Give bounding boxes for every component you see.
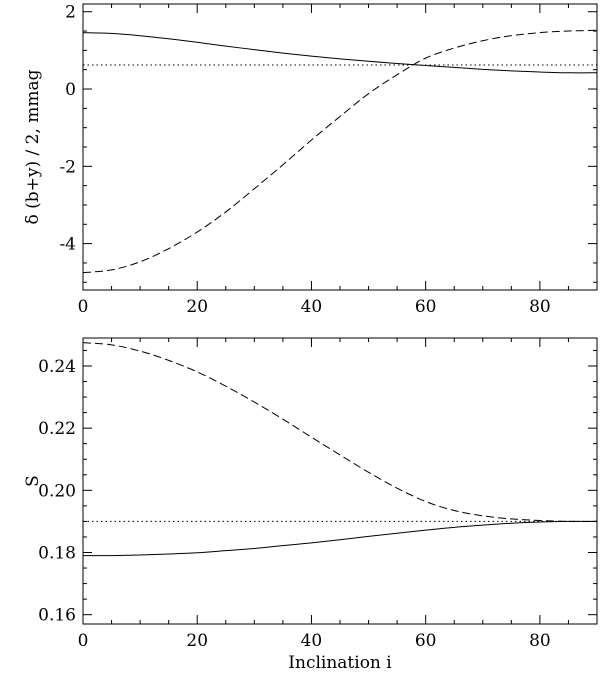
y-axis-title: δ (b+y) / 2, mmag <box>23 69 43 224</box>
plot-frame <box>82 337 598 625</box>
x-tick-label: 40 <box>301 297 323 317</box>
x-tick-label: 20 <box>186 631 208 651</box>
x-tick-label: 60 <box>415 297 437 317</box>
x-tick-label: 60 <box>415 631 437 651</box>
x-tick-label: 20 <box>186 297 208 317</box>
top-panel: 0 20 40 60 80 -4 -2 0 2 δ (b+y) / 2, mmag <box>23 3 598 317</box>
y-tick-label: 0.24 <box>38 357 76 377</box>
y-tick-label: 0 <box>65 80 76 100</box>
y-tick-label: 0.16 <box>38 606 76 626</box>
y-tick-label: 2 <box>65 3 76 23</box>
plot-frame <box>82 3 598 291</box>
y-tick-label: -2 <box>59 157 76 177</box>
x-tick-label: 0 <box>78 631 89 651</box>
series-solid-line <box>82 32 598 74</box>
y-tick-label: 0.18 <box>38 544 76 564</box>
series-dashed-line <box>82 342 598 522</box>
x-tick-label: 40 <box>301 631 323 651</box>
x-tick-label: 0 <box>78 297 89 317</box>
x-tick-label: 80 <box>529 297 551 317</box>
series-solid-line <box>82 520 598 557</box>
y-tick-label: 0.22 <box>38 419 76 439</box>
bottom-panel: 0 20 40 60 80 0.16 0.18 0.20 0.22 0.24 S Inclinatio… <box>23 337 598 673</box>
y-axis-title: S <box>23 475 43 487</box>
y-tick-label: -4 <box>59 235 76 255</box>
x-tick-label: 80 <box>529 631 551 651</box>
y-tick-label: 0.20 <box>38 481 76 501</box>
x-axis-title: Inclination i <box>288 653 392 673</box>
series-dashed-line <box>82 29 598 274</box>
